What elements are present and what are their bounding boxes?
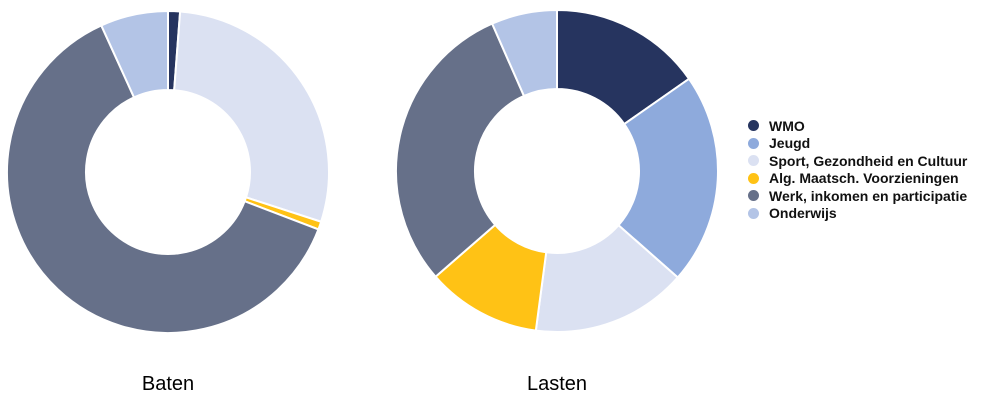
legend-marker <box>748 155 759 167</box>
legend-marker <box>748 120 759 132</box>
legend-label: Jeugd <box>769 135 811 152</box>
legend-item-jeugd: Jeugd <box>748 135 967 153</box>
legend-item-wmo: WMO <box>748 117 967 135</box>
legend-label: Onderwijs <box>769 205 837 222</box>
legend-label: Alg. Maatsch. Voorzieningen <box>769 170 959 187</box>
legend-label: Werk, inkomen en participatie <box>769 187 968 204</box>
donut-slice-onderwijs <box>99 9 169 99</box>
lasten-title: Lasten <box>527 373 587 395</box>
baten-title: Baten <box>142 373 194 395</box>
legend: WMO Jeugd Sport, Gezondheid en Cultuur A… <box>748 117 967 222</box>
legend-item-onderwijs: Onderwijs <box>748 205 967 223</box>
donut-slice-onderwijs <box>490 8 558 98</box>
donut-slice-jeugd <box>617 77 719 279</box>
legend-item-sport: Sport, Gezondheid en Cultuur <box>748 152 967 170</box>
baten-donut <box>6 9 330 334</box>
legend-label: Sport, Gezondheid en Cultuur <box>769 152 968 169</box>
legend-item-voorzieningen: Alg. Maatsch. Voorzieningen <box>748 170 967 188</box>
legend-label: WMO <box>769 117 805 134</box>
lasten-donut <box>395 8 719 333</box>
legend-marker <box>748 190 759 202</box>
donut-slice-werk-inkomen-en-participatie <box>395 22 526 279</box>
legend-marker <box>748 207 759 219</box>
legend-marker <box>748 172 759 184</box>
legend-marker <box>748 137 759 149</box>
donut-slice-werk-inkomen-en-participatie <box>6 24 320 334</box>
legend-item-werk: Werk, inkomen en participatie <box>748 187 967 205</box>
donut-slice-sport-gezondheid-en-cultuur <box>173 10 330 224</box>
